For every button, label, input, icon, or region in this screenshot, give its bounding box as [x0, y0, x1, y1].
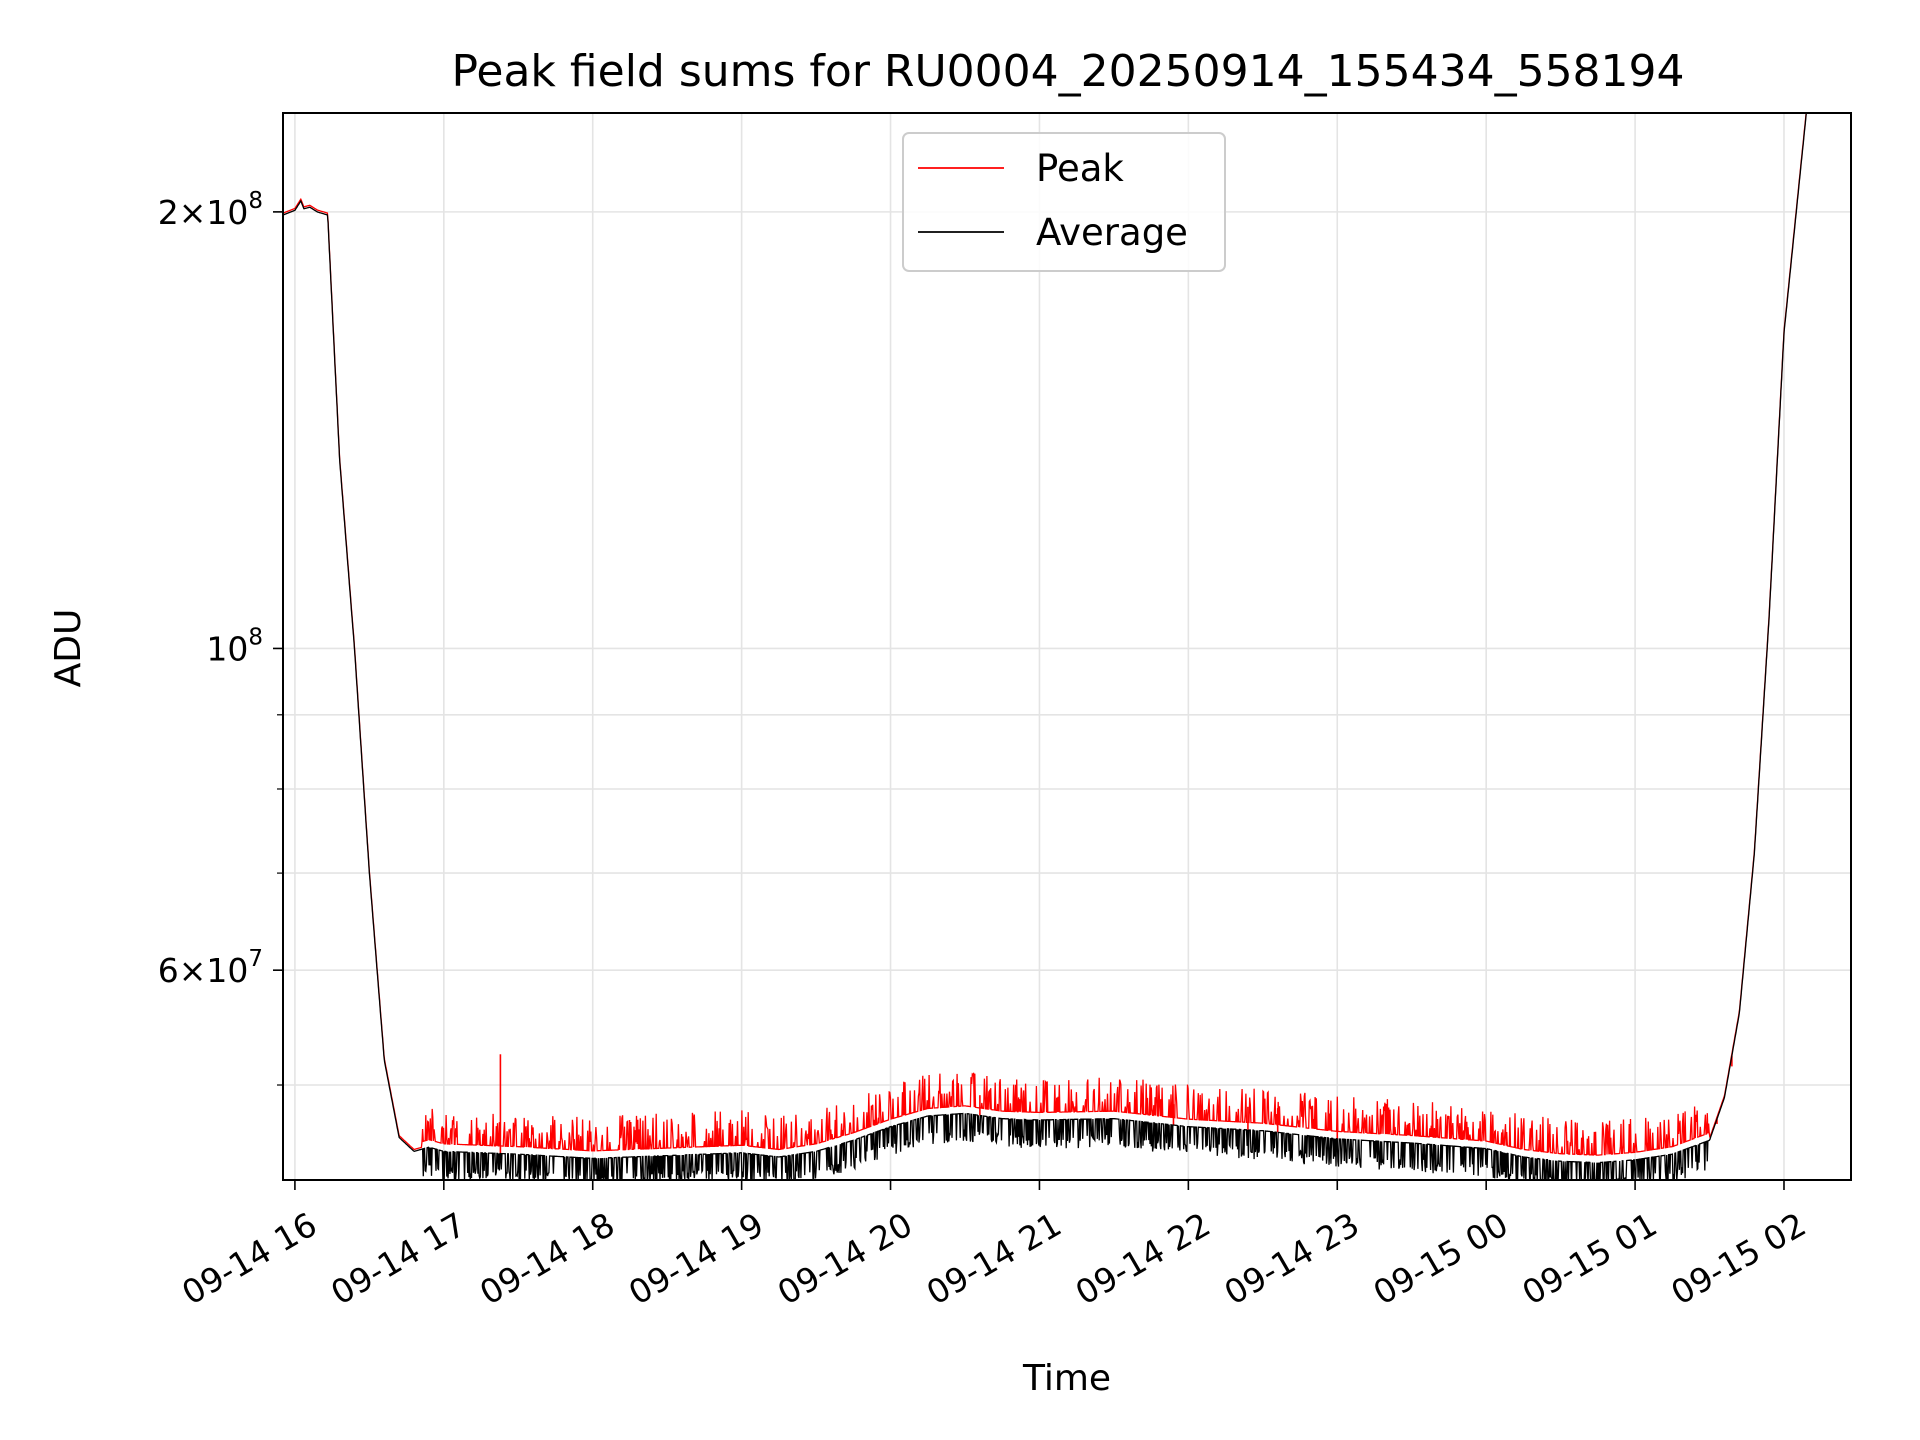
y-axis: 2×108 108 6×107: [158, 188, 283, 1086]
series-group: [283, 113, 1807, 1180]
legend-label-peak: Peak: [1036, 147, 1124, 190]
series-line-average: [283, 113, 1807, 1180]
chart-title: Peak field sums for RU0004_20250914_1554…: [451, 46, 1684, 97]
y-axis-label: ADU: [48, 609, 89, 688]
series-line-peak: [283, 113, 1807, 1156]
plot-frame: [282, 112, 1852, 1181]
plot-area: [283, 113, 1807, 1180]
x-axis-label: Time: [1022, 1358, 1111, 1399]
y-tick-label: 6×107: [158, 946, 263, 990]
y-tick-label: 108: [206, 624, 263, 668]
grid: [283, 113, 1851, 1180]
y-tick-label: 2×108: [158, 188, 263, 232]
legend: Peak Average: [902, 132, 1226, 272]
legend-label-average: Average: [1036, 211, 1188, 254]
